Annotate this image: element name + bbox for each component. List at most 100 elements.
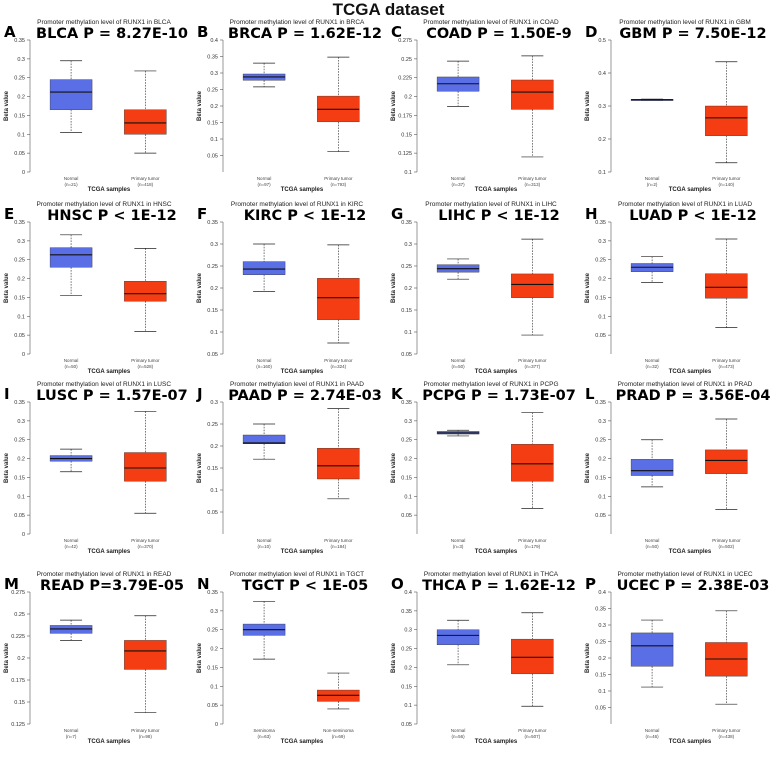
category-count: (n=32) bbox=[646, 364, 660, 369]
y-tick-label: 0.3 bbox=[17, 239, 25, 245]
panel-m: M Promoter methylation level of RUNX1 in … bbox=[4, 571, 184, 745]
category-label: Primary tumor bbox=[518, 538, 547, 543]
x-axis-label: TCGA samples bbox=[281, 369, 324, 375]
y-tick-label: 0.275 bbox=[398, 38, 412, 44]
y-tick-label: 0.2 bbox=[598, 656, 606, 662]
category-label: Normal bbox=[451, 728, 466, 733]
panel-i: I Promoter methylation level of RUNX1 in … bbox=[4, 381, 188, 555]
box-normal bbox=[436, 60, 480, 107]
panel-title: Promoter methylation level of RUNX1 in L… bbox=[37, 381, 171, 388]
iqr-box bbox=[511, 273, 554, 298]
panel-h: H Promoter methylation level of RUNX1 in … bbox=[585, 201, 757, 375]
x-axis-label: TCGA samples bbox=[88, 549, 131, 555]
y-axis-label: Beta value bbox=[391, 90, 397, 121]
y-tick-label: 0.1 bbox=[404, 703, 412, 709]
y-tick-label: 0.4 bbox=[210, 38, 218, 44]
y-tick-label: 0.05 bbox=[401, 722, 412, 728]
iqr-box bbox=[705, 449, 748, 474]
iqr-box bbox=[630, 632, 674, 667]
panel-letter: N bbox=[197, 575, 210, 593]
iqr-box bbox=[630, 459, 674, 476]
panel-p: P Promoter methylation level of RUNX1 in … bbox=[585, 571, 769, 745]
iqr-box bbox=[705, 105, 748, 136]
y-tick-label: 0.25 bbox=[595, 258, 606, 264]
y-tick-label: 0.15 bbox=[401, 684, 412, 690]
y-tick-label: 0.2 bbox=[598, 277, 606, 283]
box-normal bbox=[436, 258, 480, 280]
iqr-box bbox=[124, 109, 167, 135]
box-normal bbox=[49, 619, 93, 641]
y-tick-label: 0.4 bbox=[404, 590, 412, 596]
y-tick-label: 0.25 bbox=[207, 88, 218, 94]
iqr-box bbox=[317, 278, 360, 320]
y-tick-label: 0.2 bbox=[210, 286, 218, 292]
panel-title: Promoter methylation level of RUNX1 in P… bbox=[230, 381, 364, 388]
y-axis-label: Beta value bbox=[197, 642, 203, 673]
panel-k: K Promoter methylation level of RUNX1 in … bbox=[391, 381, 576, 555]
y-tick-label: 0.2 bbox=[17, 277, 25, 283]
y-tick-label: 0.25 bbox=[595, 438, 606, 444]
box-tumor bbox=[511, 612, 554, 707]
category-label: Primary tumor bbox=[131, 728, 160, 733]
box-tumor bbox=[511, 55, 554, 158]
figure-title: TCGA dataset bbox=[332, 0, 445, 19]
y-tick-label: 0.35 bbox=[401, 220, 412, 226]
box-normal bbox=[49, 234, 93, 296]
y-axis-label: Beta value bbox=[391, 272, 397, 303]
category-label: Primary tumor bbox=[131, 176, 160, 181]
panel-n: N Promoter methylation level of RUNX1 in … bbox=[197, 571, 368, 745]
y-tick-label: 0.3 bbox=[210, 400, 218, 406]
panel-letter: A bbox=[4, 23, 16, 41]
category-label: Normal bbox=[645, 538, 660, 543]
box-tumor bbox=[317, 244, 360, 344]
y-axis-label: Beta value bbox=[4, 272, 10, 303]
panel-stat: TGCT P < 1E-05 bbox=[242, 578, 368, 594]
panel-stat: LIHC P < 1E-12 bbox=[438, 208, 560, 224]
y-tick-label: 0.15 bbox=[207, 466, 218, 472]
panel-stat: COAD P = 1.50E-9 bbox=[426, 26, 572, 42]
category-label: Normal bbox=[257, 538, 272, 543]
category-count: (n=473) bbox=[719, 364, 735, 369]
category-label: Normal bbox=[451, 358, 466, 363]
y-tick-label: 0.275 bbox=[11, 590, 25, 596]
y-tick-label: 0.2 bbox=[17, 95, 25, 101]
y-axis-label: Beta value bbox=[585, 452, 591, 483]
category-label: Primary tumor bbox=[518, 728, 547, 733]
category-label: Normal bbox=[451, 538, 466, 543]
y-tick-label: 0.05 bbox=[14, 333, 25, 339]
y-tick-label: 0 bbox=[215, 722, 218, 728]
category-label: Primary tumor bbox=[324, 538, 353, 543]
box-tumor bbox=[317, 408, 360, 500]
category-count: (n=98) bbox=[139, 734, 153, 739]
y-tick-label: 0.2 bbox=[404, 457, 412, 463]
category-count: (n=97) bbox=[258, 182, 272, 187]
y-tick-label: 0.35 bbox=[207, 590, 218, 596]
panel-stat: BRCA P = 1.62E-12 bbox=[228, 26, 382, 42]
y-tick-label: 0.35 bbox=[14, 400, 25, 406]
y-axis-label: Beta value bbox=[391, 642, 397, 673]
box-tumor bbox=[124, 70, 167, 154]
category-count: (n=160) bbox=[256, 364, 272, 369]
panel-letter: O bbox=[391, 575, 404, 593]
panel-stat: THCA P = 1.62E-12 bbox=[422, 578, 576, 594]
y-axis-label: Beta value bbox=[197, 452, 203, 483]
y-tick-label: 0.15 bbox=[207, 121, 218, 127]
category-count: (n=56) bbox=[452, 734, 466, 739]
y-tick-label: 0.15 bbox=[14, 113, 25, 119]
y-tick-label: 0.1 bbox=[17, 494, 25, 500]
y-tick-label: 0.5 bbox=[598, 38, 606, 44]
panel-stat: PCPG P = 1.73E-07 bbox=[422, 388, 576, 404]
panel-stat: READ P=3.79E-05 bbox=[40, 578, 184, 594]
panel-letter: J bbox=[196, 385, 203, 403]
category-count: (n=10) bbox=[258, 544, 272, 549]
y-tick-label: 0.3 bbox=[404, 419, 412, 425]
category-count: (n=50) bbox=[65, 364, 79, 369]
panel-title: Promoter methylation level of RUNX1 in C… bbox=[423, 19, 559, 26]
y-tick-label: 0.1 bbox=[598, 314, 606, 320]
category-label: Normal bbox=[64, 728, 79, 733]
box-normal bbox=[630, 439, 674, 488]
y-tick-label: 0.25 bbox=[207, 264, 218, 270]
panel-letter: I bbox=[4, 385, 10, 403]
panel-letter: G bbox=[391, 205, 403, 223]
